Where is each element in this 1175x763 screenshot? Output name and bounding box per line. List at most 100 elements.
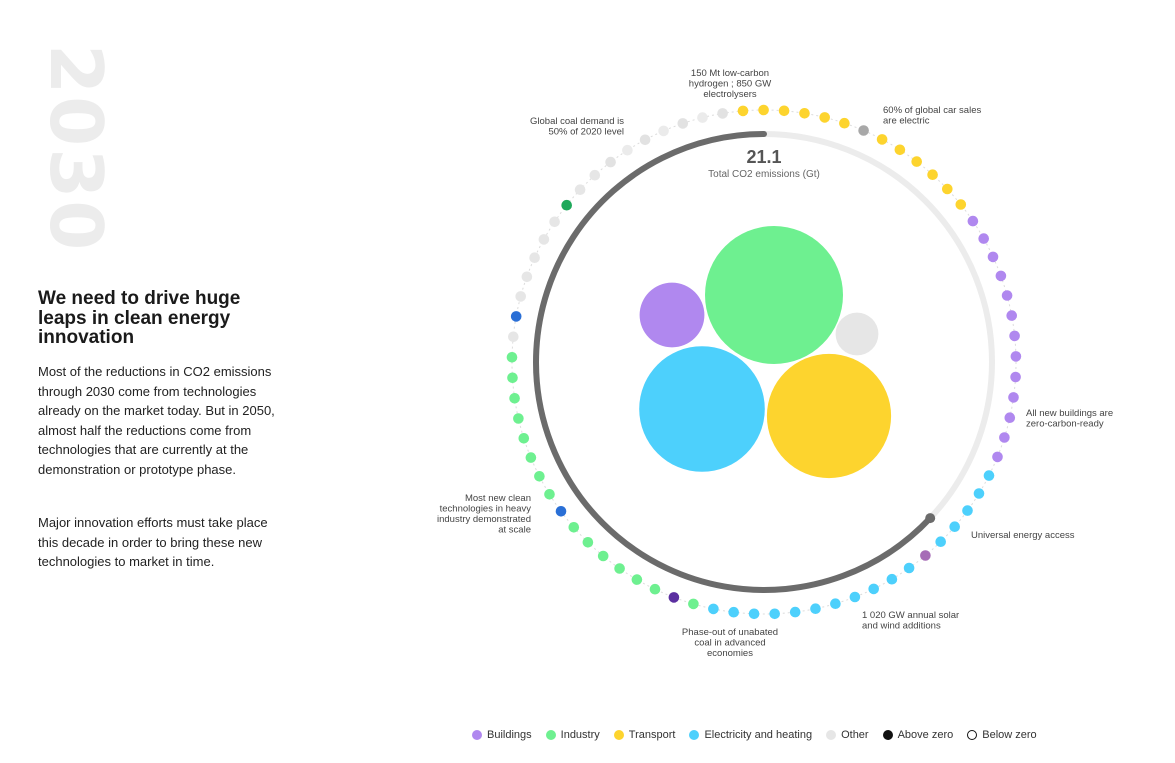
chart-legend: Buildings Industry Transport Electricity an… <box>472 729 1037 741</box>
milestone-dot-industry <box>614 563 625 574</box>
milestone-dot-other <box>529 252 540 263</box>
annotation-other: Global coal demand is 50% of 2020 level <box>530 116 624 138</box>
milestone-dot-other <box>510 311 522 322</box>
milestone-dot-industry <box>509 393 520 404</box>
milestone-dot-transport <box>942 183 953 195</box>
milestone-dot-transport <box>955 199 967 210</box>
legend-label: Electricity and heating <box>704 729 813 741</box>
milestone-annotations: 150 Mt low-carbon hydrogen ; 850 GW electr… <box>437 68 1113 659</box>
milestone-dot-other <box>605 156 616 168</box>
milestone-dot-electricity <box>903 562 915 574</box>
milestone-dot-transport <box>819 112 830 123</box>
milestone-dot-industry <box>555 506 567 517</box>
total-emissions-value: 21.1 <box>746 147 781 167</box>
milestone-dot-buildings <box>1004 412 1016 424</box>
legend-label: Above zero <box>897 729 954 741</box>
bubble-other <box>835 312 879 356</box>
legend-label: Industry <box>560 729 600 741</box>
milestone-dot-electricity <box>868 583 879 595</box>
milestone-dot-other <box>589 169 601 181</box>
milestone-dot-other <box>521 271 533 283</box>
milestone-dot-other <box>639 134 651 146</box>
legend-item-above: Above zero <box>882 729 954 741</box>
legend-swatch-buildings <box>472 730 482 740</box>
milestone-dot-buildings <box>978 233 989 244</box>
milestone-dot-buildings <box>1008 392 1019 403</box>
bubble-electricity <box>639 346 765 472</box>
milestone-dot-buildings <box>967 215 979 227</box>
milestone-dot-other <box>697 112 708 123</box>
milestone-dot-buildings <box>1010 371 1021 383</box>
annotation-transport: 60% of global car sales are electric <box>883 105 981 127</box>
milestone-dot-electricity <box>708 603 719 615</box>
milestone-dot-industry <box>525 452 537 463</box>
milestone-dot-industry <box>518 433 530 444</box>
legend-swatch-industry <box>545 730 556 740</box>
legend-label: Below zero <box>982 729 1037 741</box>
milestone-dot-transport <box>839 117 850 129</box>
milestone-dot-other <box>561 199 572 211</box>
milestone-dot-electricity <box>935 536 946 547</box>
page-headline: We need to drive huge leaps in clean ene… <box>38 288 241 348</box>
sector-bubbles <box>639 226 892 479</box>
milestone-dot-industry <box>513 413 524 424</box>
milestone-dot-electricity <box>830 598 841 609</box>
milestone-dot-electricity <box>810 603 821 614</box>
legend-item-other: Other <box>826 729 869 741</box>
bubble-transport <box>766 353 892 479</box>
legend-item-below: Below zero <box>967 729 1037 741</box>
emissions-arc <box>533 131 934 593</box>
milestone-dot-buildings <box>992 451 1003 463</box>
milestone-dot-electricity <box>886 573 898 585</box>
milestone-dot-electricity <box>728 606 739 618</box>
milestone-dot-transport <box>778 105 790 117</box>
milestone-dot-buildings <box>999 432 1010 443</box>
legend-label: Transport <box>628 729 676 741</box>
milestone-dot-industry <box>597 550 609 562</box>
emissions-arc-end-marker <box>925 513 936 524</box>
annotation-electricity: Phase-out of unabated coal in advanced eco… <box>682 627 778 659</box>
milestone-dot-industry <box>506 352 518 363</box>
milestone-dot-transport <box>799 108 810 119</box>
milestone-dot-other <box>515 291 526 302</box>
annotation-buildings: Universal energy access <box>971 530 1075 541</box>
total-emissions-label: Total CO2 emissions (Gt) <box>708 169 820 180</box>
milestone-dot-other <box>549 216 560 228</box>
legend-item-electricity: Electricity and heating <box>689 729 812 741</box>
milestone-dot-buildings <box>1006 310 1017 321</box>
milestone-dot-buildings <box>995 270 1007 282</box>
body-paragraph-2: Major innovation efforts must take place… <box>38 515 268 569</box>
annotation-buildings: All new buildings are zero-carbon-ready <box>1026 408 1113 430</box>
milestone-dot-industry <box>631 574 643 585</box>
legend-swatch-electricity <box>689 730 700 740</box>
legend-swatch-transport <box>613 730 624 740</box>
milestone-dot-other <box>538 234 550 245</box>
milestone-ring <box>506 104 1022 620</box>
milestone-dot-transport <box>858 125 869 136</box>
milestone-dot-buildings <box>1010 351 1022 362</box>
milestone-dot-industry <box>544 489 555 500</box>
annotation-industry: Most new clean technologies in heavy indus… <box>437 493 531 536</box>
milestone-dot-transport <box>737 105 749 117</box>
milestone-dot-electricity <box>849 591 861 603</box>
milestone-dot-industry <box>668 592 680 603</box>
annotation-electricity: 1 020 GW annual solar and wind additions <box>862 610 959 632</box>
milestone-dot-industry <box>534 471 545 482</box>
bubble-buildings <box>639 282 705 348</box>
legend-item-transport: Transport <box>613 729 676 741</box>
milestone-dot-industry <box>568 522 580 533</box>
milestone-dot-other <box>717 108 728 119</box>
milestone-dot-transport <box>758 104 769 116</box>
milestone-dot-other <box>574 184 586 195</box>
milestone-dot-industry <box>582 537 594 548</box>
milestone-dot-electricity <box>973 488 985 499</box>
milestone-dot-other <box>508 331 519 343</box>
milestone-dot-transport <box>894 144 906 156</box>
legend-swatch-below <box>967 730 978 740</box>
milestone-dot-electricity <box>769 608 780 620</box>
milestone-dot-industry <box>688 598 699 610</box>
milestone-dot-transport <box>911 156 922 167</box>
milestone-dot-electricity <box>748 608 760 620</box>
milestone-dot-electricity <box>789 606 801 618</box>
